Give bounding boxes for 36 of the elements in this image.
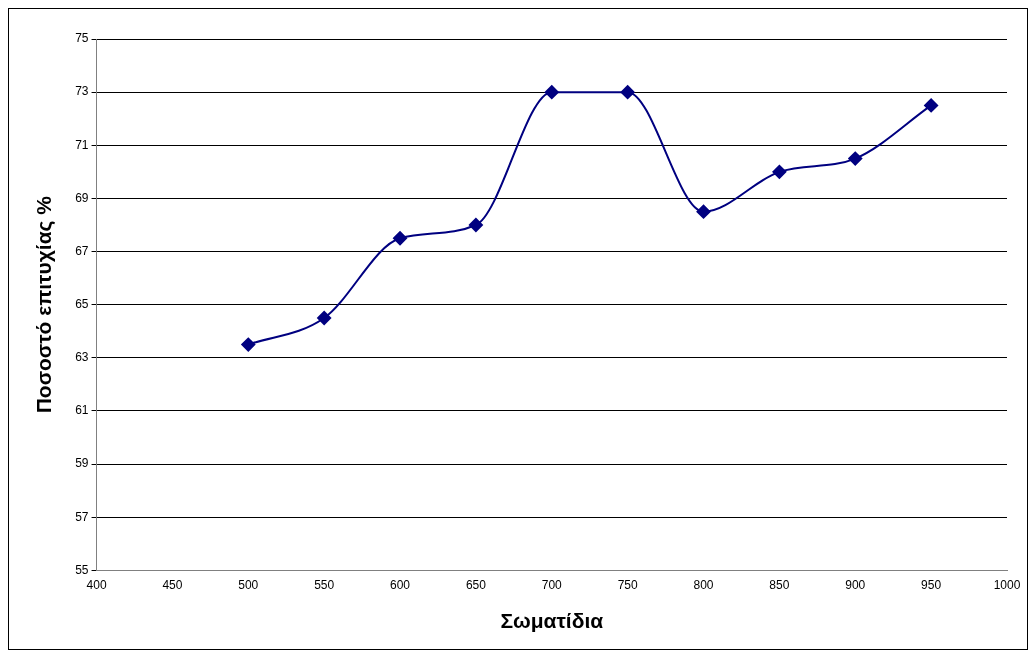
y-tick-label: 55 (75, 562, 89, 577)
y-tick-label: 57 (75, 509, 89, 524)
y-tick-label: 69 (75, 190, 89, 205)
point (544, 85, 559, 100)
x-tick-label: 1000 (993, 577, 1021, 592)
x-tick-label: 450 (162, 577, 183, 592)
y-tick-label: 65 (75, 297, 89, 312)
x-tick-label: 600 (390, 577, 411, 592)
point (317, 310, 332, 325)
point (924, 98, 939, 113)
x-tick-label: 650 (465, 577, 487, 592)
x-tick-label: 700 (541, 577, 563, 592)
x-tick-label: 750 (617, 577, 638, 592)
y-tick-label: 61 (75, 403, 89, 418)
point (241, 337, 256, 352)
x-tick-label: 400 (86, 577, 107, 592)
point (393, 231, 408, 246)
x-tick-label: 950 (921, 577, 942, 592)
point (848, 151, 863, 166)
y-tick-label: 63 (75, 350, 89, 365)
y-axis-title: Ποσοστό επιτυχίας % (32, 195, 57, 414)
point (468, 217, 483, 232)
y-tick-label: 75 (75, 31, 89, 46)
x-tick-label: 800 (693, 577, 714, 592)
x-tick-label: 500 (238, 577, 259, 592)
y-tick-label: 73 (75, 84, 89, 99)
y-tick-label: 67 (75, 243, 89, 258)
x-axis-title: Σωματίδια (500, 609, 604, 633)
point (772, 164, 787, 179)
point (696, 204, 711, 219)
y-tick-label: 71 (75, 137, 89, 152)
y-tick-label: 59 (75, 456, 89, 471)
x-tick-label: 900 (845, 577, 866, 592)
x-tick-label: 550 (314, 577, 335, 592)
point (620, 85, 635, 100)
x-tick-label: 850 (769, 577, 790, 592)
